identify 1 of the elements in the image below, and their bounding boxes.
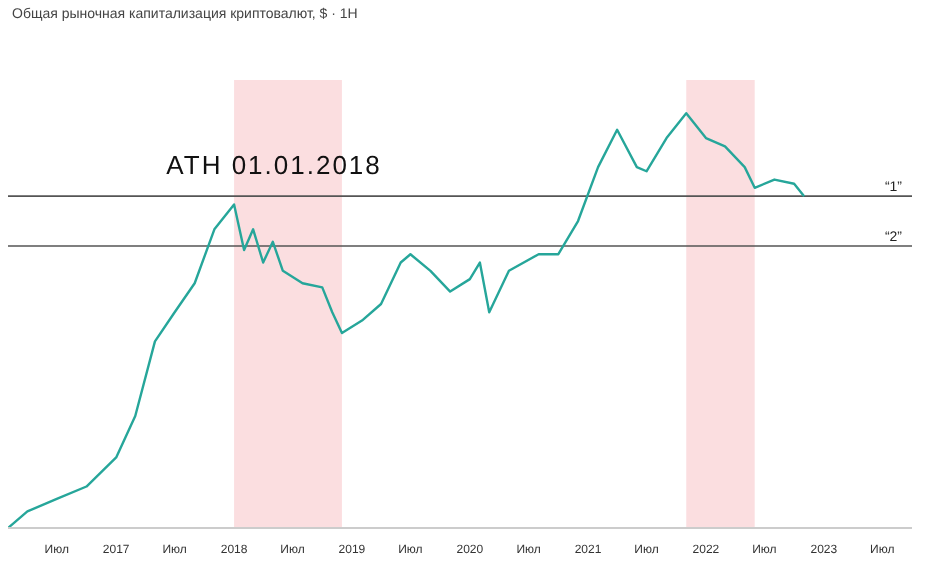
annotation: ATH 01.01.2018 bbox=[166, 150, 382, 181]
